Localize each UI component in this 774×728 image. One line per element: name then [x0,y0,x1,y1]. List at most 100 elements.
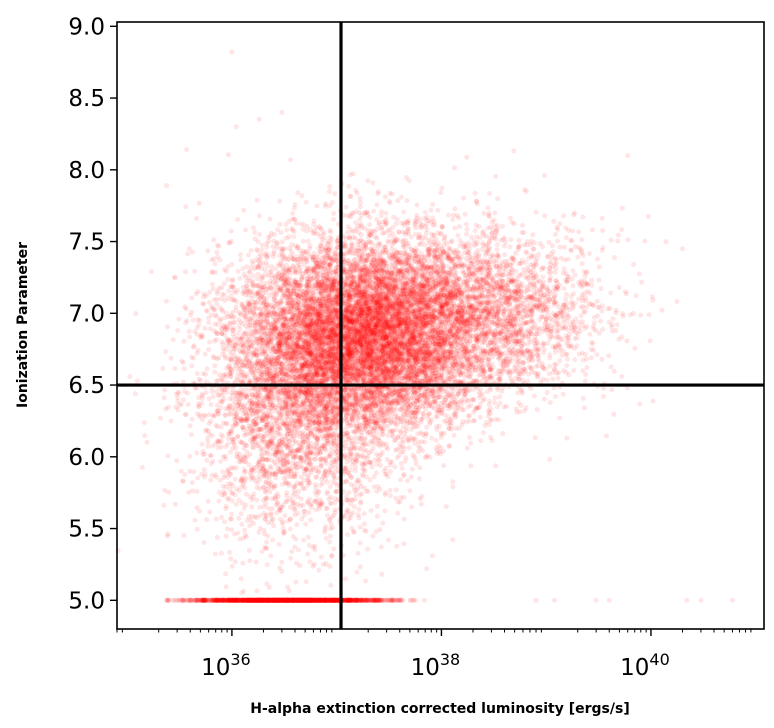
data-point [394,357,400,363]
data-point [387,493,393,499]
data-point [363,300,369,305]
data-point [327,184,333,189]
data-point [372,322,378,328]
data-point [488,434,494,440]
data-point [284,227,290,233]
data-point [303,392,309,397]
data-point [360,319,366,325]
data-point [331,210,337,216]
data-point [500,431,506,437]
data-point [242,348,248,354]
data-point [326,189,332,195]
data-point [277,221,283,227]
data-point [395,198,401,204]
data-point [383,284,388,289]
scatter-points [115,49,735,603]
data-point [346,183,352,189]
data-point [194,216,199,221]
data-point [324,314,330,320]
data-point [427,305,433,310]
data-point [440,279,446,285]
data-point [332,359,338,365]
data-point [398,477,403,483]
data-point [366,370,372,376]
data-point [466,356,471,362]
data-point [425,264,430,270]
data-point [421,336,427,342]
data-point [430,202,436,207]
data-point [360,289,366,295]
data-point [453,311,459,317]
data-point [408,376,414,382]
data-point [374,202,380,208]
data-point [331,216,336,222]
data-point [441,341,447,347]
data-point [470,343,476,349]
data-point [127,374,133,379]
data-point [422,356,428,362]
data-point [404,326,410,332]
data-point [418,393,424,398]
data-point [306,363,312,369]
data-point [422,209,428,215]
data-point [414,359,419,365]
data-point [471,418,477,424]
data-point [419,416,425,422]
data-point [350,357,356,363]
data-point [468,440,474,446]
data-point [309,305,315,311]
data-point [360,397,366,402]
data-point [328,364,334,370]
data-point [413,303,419,308]
data-point [279,390,285,396]
data-point [385,424,391,429]
data-point [468,403,474,408]
data-point [357,204,363,210]
data-point [345,296,351,302]
data-point [381,368,386,374]
data-point [438,190,444,196]
data-point [428,207,434,213]
data-point [421,322,427,328]
data-point [263,361,269,367]
data-point [322,288,328,294]
data-point [401,340,406,345]
data-point [380,311,386,317]
data-point [388,281,394,287]
data-point [386,233,392,239]
data-point [259,242,265,248]
data-point [291,234,297,240]
data-point [378,365,384,371]
data-point [377,263,383,269]
data-point [364,212,370,218]
data-point [503,403,509,409]
data-point [252,236,258,242]
data-point [389,400,395,406]
data-point [330,325,336,330]
data-point [202,351,208,357]
data-point [214,301,220,307]
data-point [399,389,405,394]
data-point [295,355,301,361]
data-point [314,331,320,337]
data-point [357,196,363,201]
data-point [473,287,479,293]
data-point [580,396,586,401]
data-point [419,378,425,384]
data-point [385,433,391,438]
data-point [478,314,484,320]
data-point [323,405,329,411]
data-point [386,368,392,374]
data-point [230,315,236,321]
data-point [427,334,433,340]
data-point [413,360,419,366]
data-point [547,456,553,462]
data-point [322,293,327,299]
data-point [379,302,385,308]
data-point [358,306,364,312]
data-point [367,353,373,359]
data-point [296,331,302,337]
data-point [348,357,354,363]
